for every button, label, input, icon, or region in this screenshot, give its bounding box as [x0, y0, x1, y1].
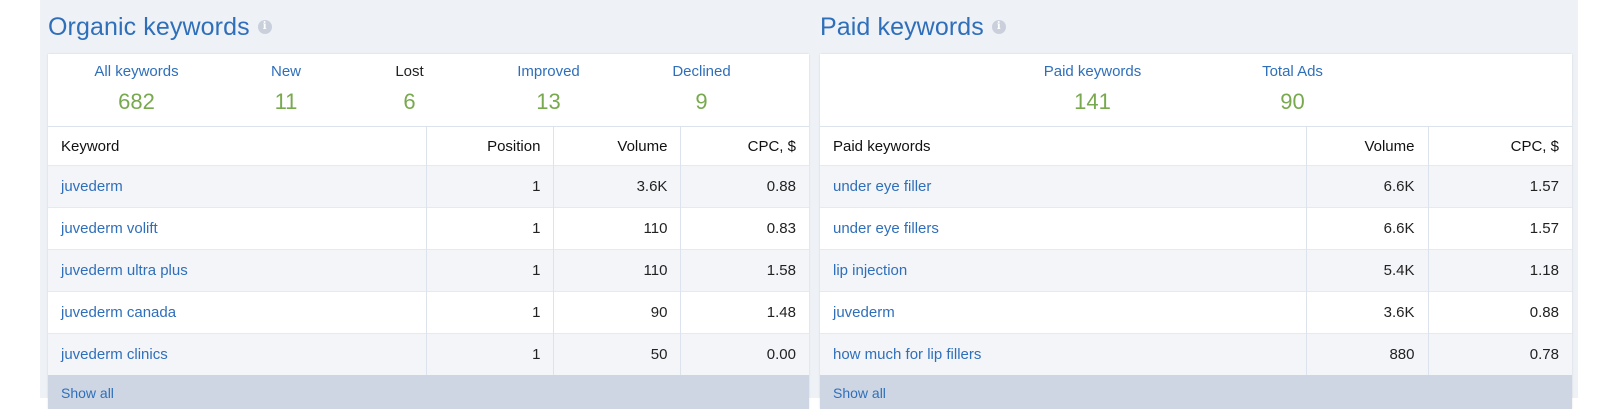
volume-cell: 50 — [553, 333, 682, 375]
column-header-cpc[interactable]: CPC, $ — [1510, 137, 1559, 155]
table-row: juvederm 1 3.6K 0.88 — [48, 165, 809, 208]
paid-title: Paid keywords i — [820, 0, 1572, 54]
volume-cell: 6.6K — [1306, 207, 1429, 250]
show-all-link[interactable]: Show all — [820, 375, 1572, 409]
cpc-cell: 0.00 — [680, 333, 809, 375]
table-row: how much for lip fillers 880 0.78 — [820, 333, 1572, 375]
stat-declined[interactable]: Declined 9 — [625, 54, 778, 126]
stat-label[interactable]: Improved — [517, 63, 580, 80]
table-row: juvederm 3.6K 0.88 — [820, 291, 1572, 334]
table-row: lip injection 5.4K 1.18 — [820, 249, 1572, 292]
keyword-link[interactable]: under eye filler — [820, 165, 1307, 208]
stat-value: 9 — [695, 89, 708, 114]
paid-keywords-table: Paid keywords Volume CPC, $ under eye fi… — [820, 127, 1572, 375]
column-header-position[interactable]: Position — [426, 127, 555, 166]
cpc-cell: 0.88 — [1428, 291, 1572, 334]
stat-value: 11 — [274, 89, 298, 114]
table-row: juvederm volift 1 110 0.83 — [48, 207, 809, 250]
stat-label[interactable]: All keywords — [94, 63, 179, 80]
table-row: juvederm canada 1 90 1.48 — [48, 291, 809, 334]
keyword-link[interactable]: lip injection — [820, 249, 1307, 292]
cpc-cell: 0.78 — [1428, 333, 1572, 375]
stat-label[interactable]: New — [270, 63, 301, 80]
volume-cell: 880 — [1306, 333, 1429, 375]
column-header-volume[interactable]: Volume — [1306, 127, 1429, 166]
cpc-cell: 0.83 — [680, 207, 809, 250]
position-cell: 1 — [426, 291, 555, 334]
keyword-link[interactable]: juvederm ultra plus — [48, 249, 428, 292]
table-row: under eye fillers 6.6K 1.57 — [820, 207, 1572, 250]
paid-card: Paid keywords 141 Total Ads 90 Paid keyw… — [820, 54, 1572, 409]
stat-label[interactable]: Total Ads — [1262, 63, 1323, 80]
keyword-link[interactable]: juvederm — [820, 291, 1307, 334]
stat-value: 13 — [536, 89, 561, 114]
info-icon[interactable]: i — [991, 20, 1006, 34]
table-header-row: Paid keywords Volume CPC, $ — [820, 127, 1572, 166]
cpc-cell: 0.88 — [680, 165, 809, 208]
volume-cell: 3.6K — [553, 165, 682, 208]
organic-keywords-table: Keyword Position Volume CPC, $ juvederm … — [48, 127, 809, 375]
cpc-cell: 1.57 — [1428, 207, 1572, 250]
keyword-link[interactable]: juvederm clinics — [48, 333, 428, 375]
organic-title-text: Organic keywords — [48, 12, 250, 41]
column-header-volume[interactable]: Volume — [553, 127, 682, 166]
organic-card: All keywords 682 New 11 Lost 6 Improved … — [48, 54, 809, 409]
stat-lost: Lost 6 — [347, 54, 472, 126]
cpc-cell: 1.18 — [1428, 249, 1572, 292]
stat-all-keywords[interactable]: All keywords 682 — [48, 54, 225, 126]
volume-cell: 3.6K — [1306, 291, 1429, 334]
volume-cell: 90 — [553, 291, 682, 334]
column-header-cpc[interactable]: CPC, $ — [747, 137, 796, 155]
organic-title: Organic keywords i — [48, 0, 809, 54]
volume-cell: 110 — [553, 207, 682, 250]
position-cell: 1 — [426, 333, 555, 375]
cpc-cell: 1.58 — [680, 249, 809, 292]
keyword-link[interactable]: juvederm — [48, 165, 428, 208]
cpc-cell: 1.57 — [1428, 165, 1572, 208]
volume-cell: 6.6K — [1306, 165, 1429, 208]
volume-cell: 5.4K — [1306, 249, 1429, 292]
cpc-cell: 1.48 — [680, 291, 809, 334]
stat-label[interactable]: Paid keywords — [1043, 63, 1142, 80]
stat-improved[interactable]: Improved 13 — [472, 54, 625, 126]
dashboard-area: Organic keywords i All keywords 682 New … — [40, 0, 1578, 409]
keyword-link[interactable]: juvederm volift — [48, 207, 428, 250]
paid-title-text: Paid keywords — [820, 12, 984, 41]
column-header-paid-keywords[interactable]: Paid keywords — [820, 127, 1307, 166]
column-header-keyword[interactable]: Keyword — [48, 127, 428, 166]
stat-value: 6 — [403, 89, 416, 114]
position-cell: 1 — [426, 249, 555, 292]
organic-stats: All keywords 682 New 11 Lost 6 Improved … — [48, 54, 809, 127]
keyword-link[interactable]: under eye fillers — [820, 207, 1307, 250]
table-row: juvederm ultra plus 1 110 1.58 — [48, 249, 809, 292]
table-row: juvederm clinics 1 50 0.00 — [48, 333, 809, 375]
stat-total-ads[interactable]: Total Ads 90 — [1195, 54, 1390, 126]
stat-value: 90 — [1280, 89, 1305, 114]
show-all-link[interactable]: Show all — [48, 375, 809, 409]
position-cell: 1 — [426, 207, 555, 250]
table-header-row: Keyword Position Volume CPC, $ — [48, 127, 809, 166]
stat-new[interactable]: New 11 — [225, 54, 347, 126]
paid-keywords-panel: Paid keywords i Paid keywords 141 Total … — [820, 0, 1572, 409]
stat-value: 141 — [1074, 89, 1111, 114]
position-cell: 1 — [426, 165, 555, 208]
organic-keywords-panel: Organic keywords i All keywords 682 New … — [48, 0, 809, 409]
volume-cell: 110 — [553, 249, 682, 292]
stat-label: Lost — [395, 63, 424, 80]
keyword-link[interactable]: juvederm canada — [48, 291, 428, 334]
table-row: under eye filler 6.6K 1.57 — [820, 165, 1572, 208]
keyword-link[interactable]: how much for lip fillers — [820, 333, 1307, 375]
stat-paid-keywords[interactable]: Paid keywords 141 — [990, 54, 1195, 126]
info-icon[interactable]: i — [257, 20, 272, 34]
paid-stats: Paid keywords 141 Total Ads 90 — [820, 54, 1572, 127]
stat-label[interactable]: Declined — [672, 63, 731, 80]
stat-value: 682 — [118, 89, 155, 114]
